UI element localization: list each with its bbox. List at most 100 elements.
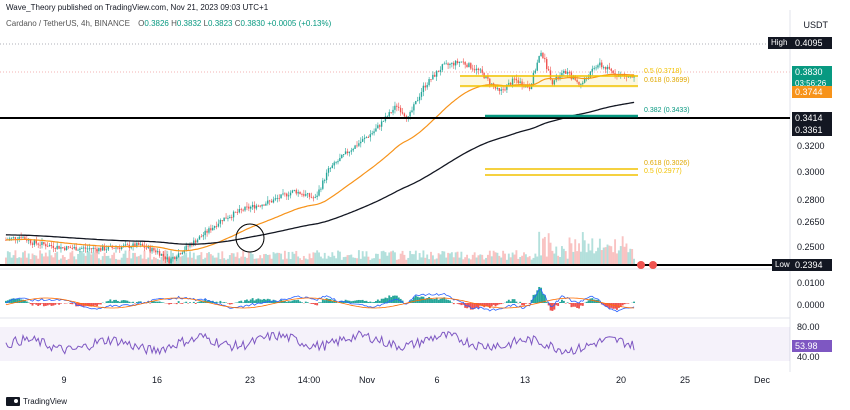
- volume-bar: [240, 256, 243, 264]
- volume-bar: [500, 257, 503, 264]
- candle-body: [544, 58, 546, 60]
- macd-histogram-bar: [471, 303, 474, 310]
- volume-bar: [483, 259, 486, 264]
- volume-bar: [471, 254, 474, 264]
- volume-bar: [10, 257, 13, 264]
- candle-body: [73, 246, 75, 249]
- macd-histogram-bar: [261, 299, 264, 303]
- volume-bar: [302, 255, 305, 264]
- volume-bar: [602, 247, 605, 264]
- candle-body: [79, 248, 81, 250]
- macd-histogram-bar: [213, 301, 216, 303]
- macd-histogram-bar: [538, 286, 541, 303]
- candle-body: [20, 236, 22, 238]
- macd-histogram-bar: [496, 303, 499, 306]
- macd-histogram-bar: [371, 302, 374, 303]
- volume-bar: [301, 259, 303, 264]
- volume-bar: [352, 257, 355, 264]
- candle-body: [164, 256, 166, 260]
- candle-body: [346, 151, 349, 154]
- level1-tag: 0.3414: [792, 112, 832, 124]
- candle-body: [413, 104, 415, 111]
- macd-histogram-bar: [50, 303, 53, 306]
- candle-body: [35, 240, 37, 244]
- macd-histogram-bar: [219, 300, 222, 303]
- candle-body: [528, 87, 531, 90]
- volume-bar: [414, 250, 417, 264]
- volume-bar: [631, 249, 634, 264]
- volume-bar: [376, 253, 379, 264]
- rsi-tick-label: 40.00: [797, 352, 820, 362]
- symbol-name[interactable]: Cardano / TetherUS, 4h, BINANCE: [6, 19, 130, 28]
- volume-bar: [373, 258, 376, 264]
- candle-body: [251, 204, 254, 207]
- macd-histogram-bar: [469, 303, 472, 310]
- macd-histogram-bar: [80, 303, 83, 307]
- macd-histogram-bar: [107, 300, 110, 303]
- volume-bar: [259, 255, 262, 264]
- volume-bar: [50, 255, 53, 264]
- volume-bar: [394, 252, 396, 264]
- candle-body: [162, 253, 165, 257]
- volume-bar: [405, 259, 408, 264]
- macd-histogram-bar: [151, 301, 154, 303]
- macd-histogram-bar: [589, 298, 592, 303]
- macd-histogram-bar: [236, 302, 239, 303]
- candle-body: [54, 248, 56, 249]
- volume-bar: [234, 256, 237, 264]
- candle-body: [342, 154, 345, 155]
- volume-bar: [33, 255, 36, 264]
- candle-body: [333, 162, 335, 166]
- macd-histogram-bar: [386, 298, 389, 303]
- low-tag-label: Low: [772, 259, 792, 271]
- macd-histogram-bar: [365, 300, 368, 303]
- time-tick-label: 13: [520, 375, 530, 385]
- volume-bar: [422, 250, 425, 264]
- candle-body: [287, 195, 290, 197]
- candle-body: [41, 241, 43, 246]
- volume-bar: [60, 258, 62, 264]
- volume-bar: [90, 254, 93, 264]
- volume-bar: [156, 259, 159, 264]
- volume-bar: [253, 258, 256, 264]
- macd-histogram-bar: [475, 303, 478, 307]
- macd-histogram-bar: [633, 301, 635, 303]
- volume-bar: [462, 259, 465, 264]
- candle-body: [506, 84, 508, 90]
- volume-bar: [521, 255, 524, 264]
- candle-body: [286, 193, 288, 197]
- volume-bar: [69, 252, 72, 264]
- volume-bar: [86, 250, 89, 264]
- macd-histogram-bar: [304, 301, 307, 303]
- low-tag-value: 0.2394: [792, 259, 832, 271]
- candle-body: [365, 137, 368, 138]
- candle-body: [246, 206, 248, 208]
- high-tag-label: High: [768, 37, 792, 49]
- volume-bar: [498, 255, 501, 264]
- tradingview-footer[interactable]: TradingView: [6, 397, 67, 406]
- macd-histogram-bar: [272, 299, 275, 303]
- volume-bar: [251, 254, 254, 264]
- candle-body: [593, 67, 595, 69]
- candle-body: [464, 62, 466, 65]
- macd-histogram-bar: [380, 298, 383, 303]
- volume-bar: [230, 253, 233, 264]
- macd-histogram-bar: [494, 303, 497, 307]
- volume-bar: [460, 251, 463, 264]
- macd-histogram-bar: [314, 303, 317, 305]
- candle-body: [356, 145, 358, 147]
- candle-body: [175, 257, 178, 259]
- candle-body: [90, 248, 92, 250]
- candle-body: [375, 128, 377, 132]
- volume-bar: [145, 259, 148, 264]
- volume-bar: [325, 258, 328, 264]
- candle-body: [327, 168, 330, 173]
- macd-histogram-bar: [44, 303, 47, 306]
- volume-bar: [597, 247, 599, 264]
- candle-body: [282, 193, 284, 195]
- macd-histogram-bar: [194, 303, 197, 304]
- volume-bar: [530, 259, 533, 264]
- volume-bar: [490, 256, 493, 264]
- macd-tick-label: 0.0100: [797, 278, 825, 288]
